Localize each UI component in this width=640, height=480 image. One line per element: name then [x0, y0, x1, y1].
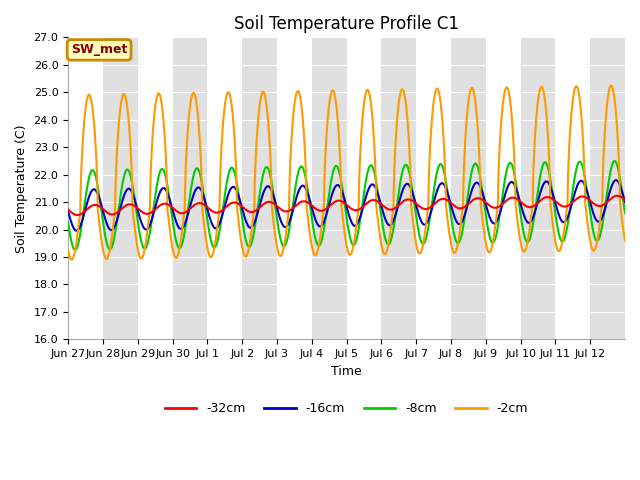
Bar: [277, 37, 312, 339]
Bar: [103, 37, 138, 339]
Y-axis label: Soil Temperature (C): Soil Temperature (C): [15, 124, 28, 252]
Bar: [312, 37, 347, 339]
Bar: [451, 37, 486, 339]
Title: Soil Temperature Profile C1: Soil Temperature Profile C1: [234, 15, 459, 33]
Bar: [347, 37, 381, 339]
Bar: [381, 37, 416, 339]
Bar: [242, 37, 277, 339]
Bar: [68, 37, 103, 339]
Bar: [590, 37, 625, 339]
Text: SW_met: SW_met: [71, 43, 127, 56]
Bar: [556, 37, 590, 339]
X-axis label: Time: Time: [332, 365, 362, 378]
Bar: [173, 37, 207, 339]
Legend: -32cm, -16cm, -8cm, -2cm: -32cm, -16cm, -8cm, -2cm: [160, 397, 533, 420]
Bar: [486, 37, 520, 339]
Bar: [138, 37, 173, 339]
Bar: [520, 37, 556, 339]
Bar: [416, 37, 451, 339]
Bar: [207, 37, 242, 339]
